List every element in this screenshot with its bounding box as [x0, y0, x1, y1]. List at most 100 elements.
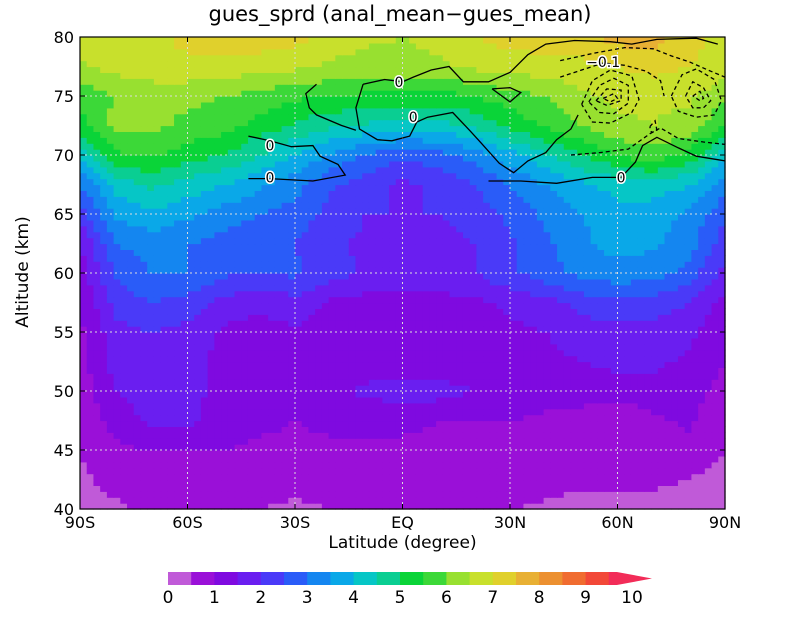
field-cell: [718, 450, 726, 457]
field-cell: [127, 379, 135, 386]
field-cell: [530, 497, 538, 504]
field-cell: [610, 444, 619, 451]
field-cell: [133, 337, 142, 345]
field-cell: [462, 438, 471, 445]
field-cell: [295, 231, 303, 239]
field-cell: [288, 243, 296, 250]
field-cell: [160, 332, 168, 339]
field-cell: [637, 255, 645, 262]
field-cell: [167, 461, 175, 469]
field-cell: [389, 296, 397, 304]
field-cell: [187, 420, 195, 427]
field-cell: [510, 302, 518, 309]
field-cell: [630, 302, 639, 309]
field-cell: [442, 473, 451, 481]
field-cell: [671, 284, 679, 292]
field-cell: [630, 320, 639, 327]
field-cell: [449, 408, 457, 416]
field-cell: [409, 420, 417, 427]
field-cell: [382, 396, 390, 404]
field-cell: [342, 243, 350, 250]
field-cell: [563, 278, 572, 286]
field-cell: [610, 208, 619, 215]
field-cell: [321, 267, 330, 274]
field-cell: [174, 461, 182, 469]
field-cell: [644, 326, 652, 333]
field-cell: [227, 444, 236, 451]
field-cell: [402, 391, 410, 398]
field-cell: [321, 414, 330, 422]
field-cell: [348, 267, 357, 274]
field-cell: [577, 497, 585, 504]
field-cell: [422, 379, 430, 386]
field-cell: [510, 278, 518, 286]
field-cell: [153, 491, 162, 498]
field-cell: [147, 225, 155, 233]
field-cell: [604, 219, 612, 227]
field-cell: [140, 202, 148, 209]
field-cell: [583, 237, 592, 245]
field-cell: [530, 420, 538, 427]
field-cell: [395, 373, 404, 380]
field-cell: [207, 414, 215, 422]
field-cell: [375, 349, 383, 357]
field-cell: [355, 485, 363, 492]
field-cell: [362, 243, 370, 250]
field-cell: [153, 308, 162, 315]
field-cell: [684, 355, 693, 363]
field-cell: [167, 249, 175, 256]
field-cell: [221, 438, 229, 445]
field-cell: [637, 208, 645, 215]
field-cell: [395, 444, 404, 451]
field-cell: [557, 202, 565, 209]
field-cell: [268, 255, 276, 262]
field-cell: [80, 503, 88, 510]
field-cell: [241, 314, 249, 321]
field-cell: [147, 273, 155, 280]
field-cell: [254, 202, 263, 209]
field-cell: [691, 320, 699, 327]
field-cell: [523, 290, 531, 298]
field-cell: [657, 455, 666, 463]
field-cell: [516, 355, 525, 363]
field-cell: [247, 355, 256, 363]
field-cell: [200, 202, 209, 209]
field-cell: [489, 396, 498, 404]
field-cell: [563, 426, 572, 433]
field-cell: [268, 314, 276, 321]
field-cell: [362, 267, 370, 274]
field-cell: [93, 503, 101, 510]
field-cell: [476, 379, 484, 386]
field-cell: [127, 367, 135, 374]
field-cell: [140, 284, 148, 292]
field-cell: [234, 373, 242, 380]
field-cell: [570, 391, 578, 398]
field-cell: [113, 396, 121, 404]
field-cell: [523, 219, 531, 227]
field-cell: [577, 444, 585, 451]
field-cell: [348, 355, 357, 363]
field-cell: [436, 485, 444, 492]
field-cell: [489, 278, 498, 286]
field-cell: [254, 273, 263, 280]
field-cell: [590, 497, 598, 504]
field-cell: [496, 497, 504, 504]
field-cell: [691, 308, 699, 315]
field-cell: [691, 432, 699, 439]
field-cell: [684, 302, 693, 309]
field-cell: [577, 420, 585, 427]
field-cell: [200, 231, 209, 239]
field-cell: [570, 503, 578, 510]
field-cell: [160, 296, 168, 304]
field-cell: [604, 444, 612, 451]
field-cell: [684, 450, 693, 457]
field-cell: [301, 237, 310, 245]
field-cell: [449, 432, 457, 439]
field-cell: [335, 231, 343, 239]
field-cell: [563, 255, 572, 262]
field-cell: [557, 367, 565, 374]
field-cell: [167, 396, 175, 404]
field-cell: [315, 255, 323, 262]
field-cell: [442, 414, 451, 422]
field-cell: [355, 343, 363, 351]
